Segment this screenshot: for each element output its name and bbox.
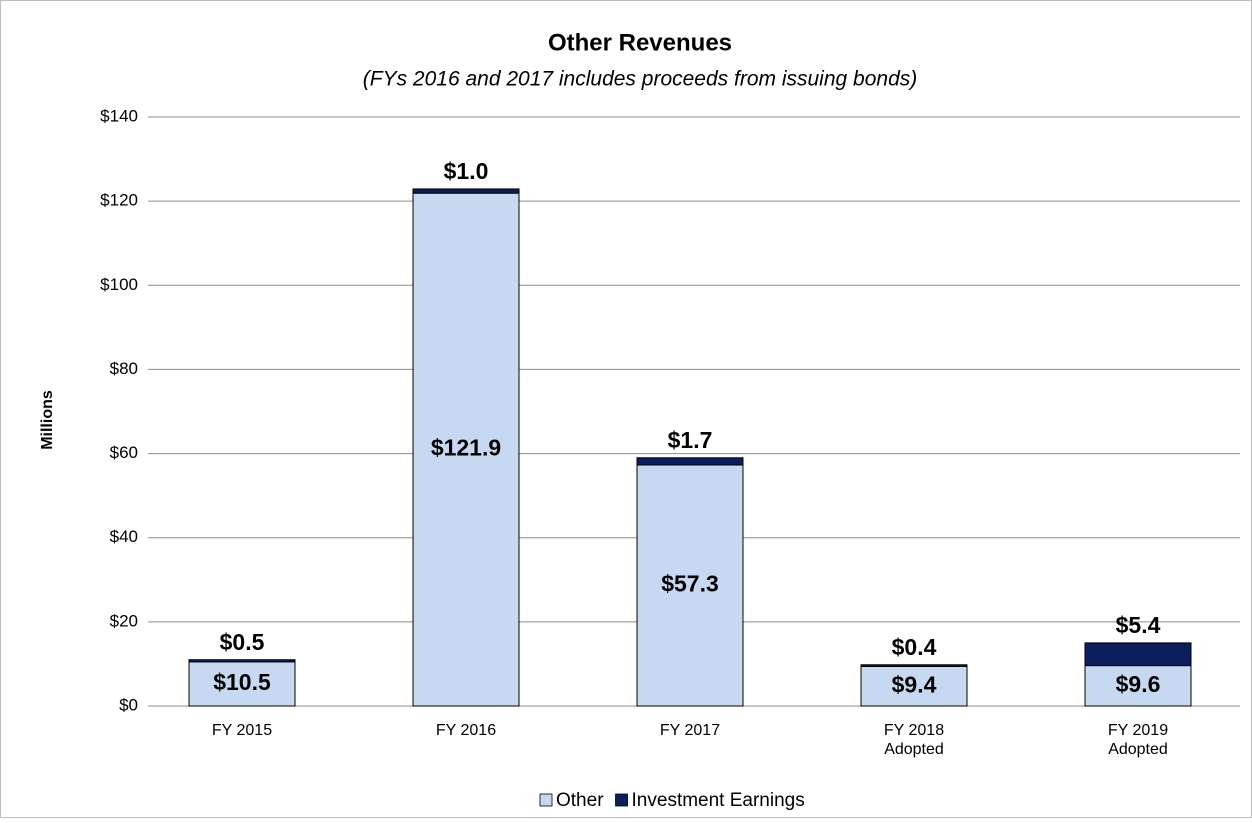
data-label: $0.4 xyxy=(892,634,937,660)
x-tick-line: Adopted xyxy=(884,741,944,758)
y-tick-label: $100 xyxy=(100,275,138,294)
data-label: $1.7 xyxy=(668,427,713,453)
x-tick-label: FY 2016 xyxy=(436,722,496,739)
data-label: $5.4 xyxy=(1116,612,1161,638)
chart-subtitle: (FYs 2016 and 2017 includes proceeds fro… xyxy=(363,68,918,91)
data-label: $57.3 xyxy=(661,571,719,597)
chart-title: Other Revenues xyxy=(548,29,732,56)
y-tick-label: $140 xyxy=(100,106,138,125)
x-tick-line: FY 2019 xyxy=(1108,722,1168,739)
x-tick-label: FY 2018 Adopted xyxy=(884,722,944,758)
x-tick-label: FY 2015 xyxy=(212,722,272,739)
bar-segment xyxy=(636,464,744,707)
y-tick-label: $40 xyxy=(110,527,138,546)
data-label: $0.5 xyxy=(220,629,265,655)
bar-segment xyxy=(1084,665,1192,707)
x-tick-line: FY 2017 xyxy=(660,722,720,739)
x-tick-line: FY 2018 xyxy=(884,722,944,739)
x-tick-label: FY 2017 xyxy=(660,722,720,739)
y-tick-label: $0 xyxy=(119,695,138,714)
legend-swatch xyxy=(615,793,628,807)
legend-label: Investment Earnings xyxy=(632,790,805,811)
bar-segment xyxy=(1084,642,1192,667)
bar-segment xyxy=(412,192,520,707)
data-label: $9.6 xyxy=(1116,671,1161,697)
bar-segment xyxy=(188,661,296,707)
bar-segment xyxy=(412,188,520,194)
bar-segment xyxy=(860,665,968,707)
x-tick-line: Adopted xyxy=(1108,741,1168,758)
bar-segment xyxy=(636,457,744,466)
y-tick-label: $20 xyxy=(110,611,138,630)
x-tick-line: FY 2015 xyxy=(212,722,272,739)
bar-segment xyxy=(860,664,968,667)
data-label: $10.5 xyxy=(213,669,271,695)
x-tick-label: FY 2019 Adopted xyxy=(1108,722,1168,758)
y-axis-label: Millions xyxy=(39,390,56,450)
y-tick-label: $120 xyxy=(100,191,138,210)
data-label: $121.9 xyxy=(431,435,501,461)
data-label: $1.0 xyxy=(444,158,489,184)
legend-swatch xyxy=(539,793,553,807)
bar-segment xyxy=(188,659,296,663)
legend-label: Other xyxy=(556,790,604,811)
y-tick-label: $80 xyxy=(110,359,138,378)
y-tick-label: $60 xyxy=(110,443,138,462)
x-tick-line: FY 2016 xyxy=(436,722,496,739)
data-label: $9.4 xyxy=(892,671,937,697)
